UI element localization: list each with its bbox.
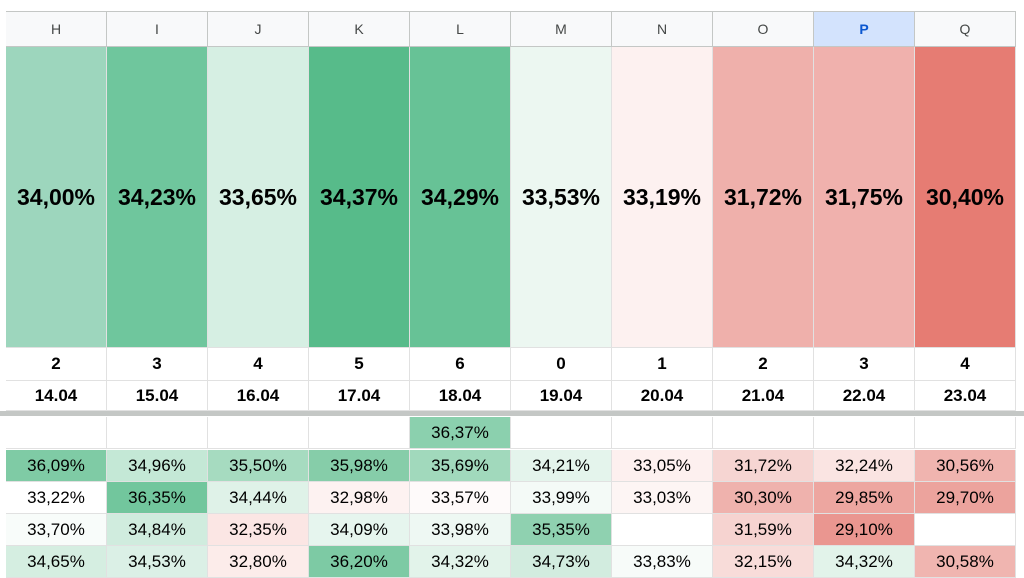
data-cell[interactable]: 35,98%	[309, 450, 410, 482]
data-cell[interactable]: 36,37%	[410, 417, 511, 449]
data-cell[interactable]: 33,57%	[410, 482, 511, 514]
weekday-cell[interactable]: 2	[6, 348, 107, 381]
data-cell[interactable]: 34,44%	[208, 482, 309, 514]
summary-cell[interactable]: 34,23%	[107, 47, 208, 348]
data-cell[interactable]: 32,98%	[309, 482, 410, 514]
date-cell[interactable]: 22.04	[814, 381, 915, 411]
date-cell[interactable]: 17.04	[309, 381, 410, 411]
column-header-k[interactable]: K	[309, 11, 410, 47]
weekday-cell[interactable]: 2	[713, 348, 814, 381]
data-cell[interactable]: 36,35%	[107, 482, 208, 514]
summary-cell[interactable]: 34,29%	[410, 47, 511, 348]
date-cell[interactable]: 19.04	[511, 381, 612, 411]
data-cell[interactable]: 29,70%	[915, 482, 1016, 514]
date-cell[interactable]: 16.04	[208, 381, 309, 411]
data-cell[interactable]: 33,83%	[612, 546, 713, 578]
data-cell[interactable]: 31,72%	[713, 450, 814, 482]
data-cell[interactable]	[915, 514, 1016, 546]
frozen-rows-divider[interactable]	[0, 411, 1024, 416]
data-cell[interactable]	[107, 417, 208, 449]
data-cell[interactable]: 33,70%	[6, 514, 107, 546]
data-cell[interactable]	[309, 417, 410, 449]
data-cell[interactable]: 35,50%	[208, 450, 309, 482]
data-cell[interactable]	[612, 514, 713, 546]
data-cell[interactable]	[713, 417, 814, 449]
data-cell[interactable]	[915, 417, 1016, 449]
weekday-cell[interactable]: 1	[612, 348, 713, 381]
summary-cell[interactable]: 34,37%	[309, 47, 410, 348]
data-cell[interactable]: 29,10%	[814, 514, 915, 546]
weekday-cell[interactable]: 6	[410, 348, 511, 381]
data-cell[interactable]: 36,09%	[6, 450, 107, 482]
data-cell[interactable]: 29,85%	[814, 482, 915, 514]
date-cell[interactable]: 15.04	[107, 381, 208, 411]
column-header-q[interactable]: Q	[915, 11, 1016, 47]
column-header-l[interactable]: L	[410, 11, 511, 47]
summary-cell[interactable]: 31,75%	[814, 47, 915, 348]
weekday-cell[interactable]: 3	[107, 348, 208, 381]
data-cell[interactable]: 32,35%	[208, 514, 309, 546]
column-header-p[interactable]: P	[814, 11, 915, 47]
summary-cell[interactable]: 34,00%	[6, 47, 107, 348]
data-cell[interactable]	[6, 417, 107, 449]
date-cell[interactable]: 14.04	[6, 381, 107, 411]
column-header-h[interactable]: H	[6, 11, 107, 47]
data-cell[interactable]: 34,96%	[107, 450, 208, 482]
data-cell[interactable]: 34,84%	[107, 514, 208, 546]
data-cell[interactable]: 30,58%	[915, 546, 1016, 578]
data-cell[interactable]: 33,05%	[612, 450, 713, 482]
data-cell[interactable]: 35,69%	[410, 450, 511, 482]
data-cell[interactable]: 34,32%	[410, 546, 511, 578]
column-header-j[interactable]: J	[208, 11, 309, 47]
data-cell[interactable]: 34,09%	[309, 514, 410, 546]
date-cell[interactable]: 21.04	[713, 381, 814, 411]
date-cell[interactable]: 18.04	[410, 381, 511, 411]
data-cell[interactable]	[208, 417, 309, 449]
weekday-cell[interactable]: 4	[208, 348, 309, 381]
weekday-cell[interactable]: 5	[309, 348, 410, 381]
date-cell[interactable]: 20.04	[612, 381, 713, 411]
data-cell[interactable]: 36,20%	[309, 546, 410, 578]
summary-cell[interactable]: 30,40%	[915, 47, 1016, 348]
data-cell[interactable]: 30,30%	[713, 482, 814, 514]
data-cell[interactable]	[814, 417, 915, 449]
summary-cell[interactable]: 31,72%	[713, 47, 814, 348]
data-cell[interactable]: 35,35%	[511, 514, 612, 546]
data-cell[interactable]: 32,24%	[814, 450, 915, 482]
date-cell[interactable]: 23.04	[915, 381, 1016, 411]
column-header-i[interactable]: I	[107, 11, 208, 47]
data-cell[interactable]: 32,15%	[713, 546, 814, 578]
summary-cell[interactable]: 33,19%	[612, 47, 713, 348]
data-cell[interactable]: 32,80%	[208, 546, 309, 578]
data-cell[interactable]	[612, 417, 713, 449]
data-cell[interactable]: 34,53%	[107, 546, 208, 578]
summary-cell[interactable]: 33,53%	[511, 47, 612, 348]
data-cell[interactable]: 31,59%	[713, 514, 814, 546]
column-header-o[interactable]: O	[713, 11, 814, 47]
data-cell[interactable]: 34,73%	[511, 546, 612, 578]
data-cell[interactable]: 33,99%	[511, 482, 612, 514]
data-cell[interactable]: 33,22%	[6, 482, 107, 514]
data-cell[interactable]: 33,03%	[612, 482, 713, 514]
data-cell[interactable]: 33,98%	[410, 514, 511, 546]
data-cell[interactable]: 34,32%	[814, 546, 915, 578]
weekday-cell[interactable]: 0	[511, 348, 612, 381]
data-cell[interactable]	[511, 417, 612, 449]
column-header-n[interactable]: N	[612, 11, 713, 47]
weekday-cell[interactable]: 3	[814, 348, 915, 381]
data-cell[interactable]: 34,21%	[511, 450, 612, 482]
column-header-m[interactable]: M	[511, 11, 612, 47]
data-cell[interactable]: 30,56%	[915, 450, 1016, 482]
weekday-cell[interactable]: 4	[915, 348, 1016, 381]
data-cell[interactable]: 34,65%	[6, 546, 107, 578]
summary-cell[interactable]: 33,65%	[208, 47, 309, 348]
